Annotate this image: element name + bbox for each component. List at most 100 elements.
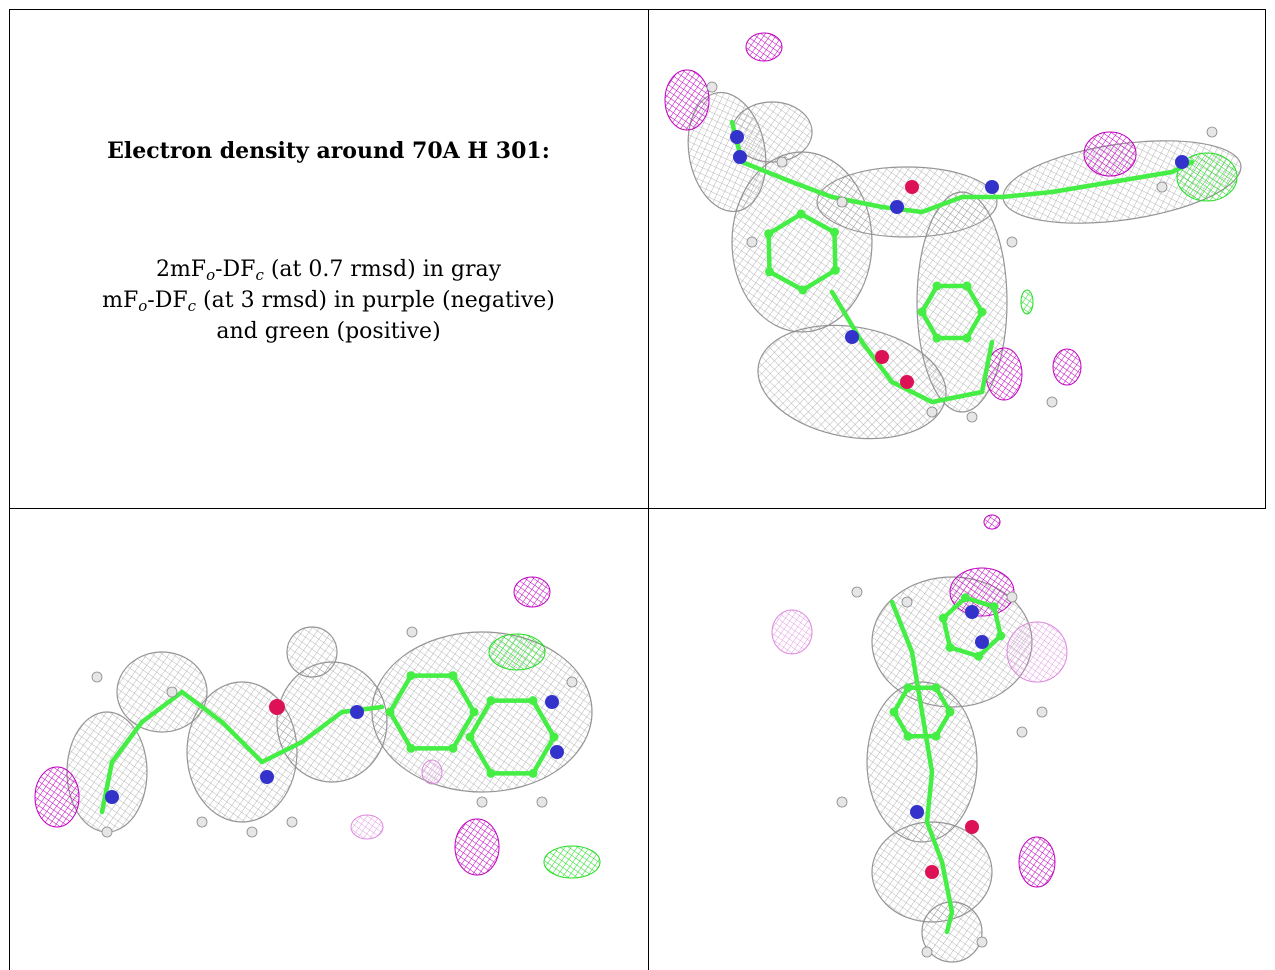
hydrogen-atom — [1206, 126, 1218, 138]
carbon-bond — [919, 709, 935, 775]
nitrogen-atom — [965, 605, 979, 619]
legend-text: 2mF — [155, 257, 207, 282]
carbon-bond — [1109, 169, 1175, 185]
carbon-bond — [979, 339, 995, 395]
density-positive-mesh — [543, 845, 601, 879]
carbon-ring — [976, 633, 1003, 659]
atom — [974, 651, 984, 661]
carbon-ring — [919, 283, 940, 315]
border-left — [9, 9, 10, 970]
density-legend: 2mFo-DFc (at 0.7 rmsd) in gray mFo-DFc (… — [10, 254, 647, 347]
hydrogen-atom — [1046, 396, 1058, 408]
hydrogen-atom — [536, 796, 548, 808]
carbon-bond — [929, 389, 985, 405]
carbon-bond — [179, 689, 225, 725]
border-middle-vertical — [648, 9, 649, 970]
density-2fofc-mesh — [731, 101, 813, 163]
carbon-bond — [219, 719, 265, 765]
atom — [448, 671, 458, 681]
atom — [528, 768, 538, 778]
atom — [830, 265, 840, 275]
atom — [903, 683, 913, 693]
hydrogen-atom — [836, 196, 848, 208]
atom — [406, 671, 416, 681]
oxygen-atom — [269, 699, 285, 715]
carbon-bond — [109, 719, 145, 765]
carbon-ring — [891, 709, 911, 739]
hydrogen-atom — [196, 816, 208, 828]
density-positive-mesh — [1020, 289, 1034, 315]
legend-text: (at 0.7 rmsd) in gray — [263, 257, 502, 282]
oxygen-atom — [900, 375, 914, 389]
atom — [764, 229, 774, 239]
carbon-ring — [832, 229, 838, 273]
atom — [989, 602, 999, 612]
density-negative-mesh — [34, 766, 80, 828]
carbon-ring — [450, 673, 477, 715]
hydrogen-atom — [476, 796, 488, 808]
hydrogen-atom — [1006, 236, 1018, 248]
hydrogen-atom — [286, 816, 298, 828]
nitrogen-atom — [975, 635, 989, 649]
carbon-bond — [139, 689, 185, 725]
hydrogen-atom — [901, 596, 913, 608]
carbon-ring — [450, 709, 477, 751]
carbon-bond — [739, 159, 795, 185]
carbon-ring — [767, 269, 806, 293]
hydrogen-atom — [976, 936, 988, 948]
oxygen-atom — [965, 820, 979, 834]
legend-subscript: c — [255, 266, 264, 284]
legend-subscript: o — [138, 297, 148, 315]
legend-text: mF — [102, 288, 139, 313]
nitrogen-atom — [890, 200, 904, 214]
atom — [448, 743, 458, 753]
hydrogen-atom — [101, 826, 113, 838]
carbon-ring — [800, 267, 838, 293]
hydrogen-atom — [776, 156, 788, 168]
border-top — [10, 9, 1265, 10]
carbon-ring — [530, 698, 557, 740]
atom — [796, 209, 806, 219]
atom — [528, 696, 538, 706]
atom — [945, 707, 955, 717]
carbon-ring — [467, 734, 494, 776]
density-negative-mesh — [1006, 621, 1068, 683]
density-positive-mesh — [488, 633, 546, 671]
carbon-ring — [947, 645, 981, 659]
oxygen-atom — [925, 865, 939, 879]
atom — [889, 707, 899, 717]
carbon-ring — [387, 709, 414, 751]
carbon-bond — [944, 909, 955, 935]
carbon-bond — [789, 179, 835, 200]
hydrogen-atom — [851, 586, 863, 598]
nitrogen-atom — [985, 180, 999, 194]
carbon-bond — [1049, 179, 1115, 195]
atom — [938, 613, 948, 623]
density-2fofc-mesh — [116, 651, 208, 733]
hydrogen-atom — [921, 946, 933, 958]
density-negative-mesh — [421, 759, 443, 785]
carbon-ring — [467, 698, 494, 740]
density-negative-mesh — [949, 567, 1015, 617]
atom — [765, 267, 775, 277]
legend-text: -DF — [215, 257, 256, 282]
density-2fofc-mesh — [286, 626, 338, 678]
hydrogen-atom — [566, 676, 578, 688]
hydrogen-atom — [1156, 181, 1168, 193]
border-middle-horizontal — [9, 508, 1266, 509]
density-negative-mesh — [350, 814, 384, 840]
carbon-bond — [939, 859, 955, 915]
carbon-bond — [299, 709, 345, 745]
hydrogen-atom — [166, 686, 178, 698]
hydrogen-atom — [1006, 591, 1018, 603]
nitrogen-atom — [260, 770, 274, 784]
nitrogen-atom — [550, 745, 564, 759]
legend-subscript: o — [206, 266, 216, 284]
figure-title: Electron density around 70A H 301: — [107, 138, 550, 164]
hydrogen-atom — [706, 81, 718, 93]
hydrogen-atom — [966, 411, 978, 423]
hydrogen-atom — [926, 406, 938, 418]
density-positive-mesh — [1176, 152, 1238, 202]
carbon-bond — [859, 339, 895, 385]
atom — [903, 731, 913, 741]
